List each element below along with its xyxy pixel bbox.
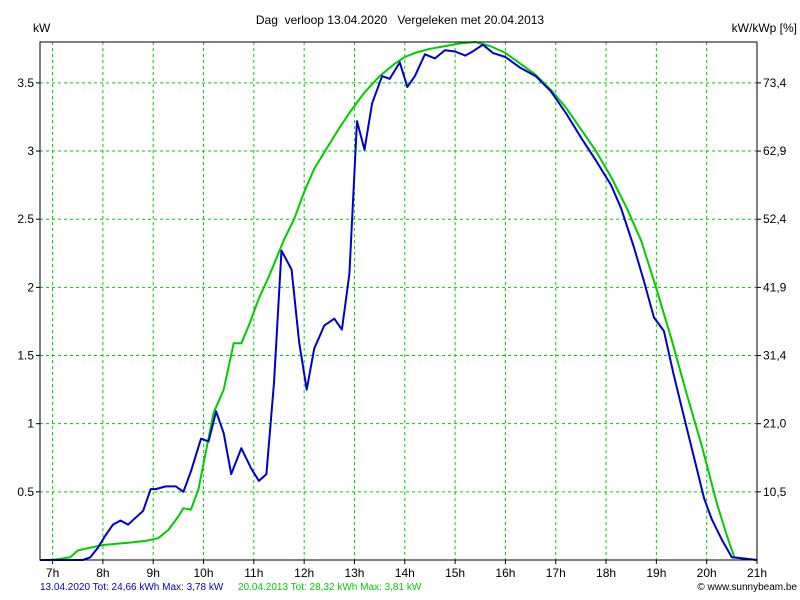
x-tick-label: 11h bbox=[244, 566, 263, 580]
y-tick-label-left: 2.5 bbox=[17, 212, 34, 226]
x-tick-label: 19h bbox=[646, 566, 666, 580]
y-tick-label-right: 21,0 bbox=[763, 417, 787, 431]
x-tick-label: 17h bbox=[546, 566, 566, 580]
y-tick-label-left: 0.5 bbox=[17, 485, 34, 499]
plot-frame bbox=[39, 41, 758, 561]
x-tick-label: 21h bbox=[747, 566, 767, 580]
y-tick-label-left: 3 bbox=[27, 144, 34, 158]
y-tick-label-left: 1.5 bbox=[17, 349, 34, 363]
y-tick-label-left: 2 bbox=[27, 280, 34, 294]
y-tick-label-right: 73,4 bbox=[763, 76, 787, 90]
y-tick-label-right: 10,5 bbox=[763, 485, 787, 499]
y-axis-right-label: kW/kWp [%] bbox=[732, 21, 797, 35]
y-axis-left-label: kW bbox=[33, 21, 51, 35]
x-tick-label: 14h bbox=[395, 566, 415, 580]
x-tick-label: 16h bbox=[495, 566, 515, 580]
plot-area bbox=[40, 42, 757, 560]
series-lines bbox=[40, 41, 758, 561]
x-tick-label: 8h bbox=[96, 566, 109, 580]
y-axis-left-ticks: 0.5 1 1.5 2 2.5 3 3.5 bbox=[17, 76, 40, 499]
x-tick-label: 18h bbox=[596, 566, 616, 580]
y-tick-label-right: 62,9 bbox=[763, 144, 787, 158]
grid bbox=[40, 42, 757, 560]
x-tick-label: 10h bbox=[194, 566, 214, 580]
y-axis-right-ticks: 10,5 21,0 31,4 41,9 52,4 62,9 73,4 bbox=[757, 76, 787, 499]
series-line-2 bbox=[40, 41, 758, 561]
x-tick-label: 9h bbox=[147, 566, 160, 580]
chart-title: Dag verloop 13.04.2020 Vergeleken met 20… bbox=[256, 13, 545, 27]
x-tick-label: 20h bbox=[697, 566, 717, 580]
x-tick-label: 12h bbox=[294, 566, 314, 580]
y-tick-label-left: 3.5 bbox=[17, 76, 34, 90]
copyright-text: © www.sunnybeam.be bbox=[697, 582, 797, 593]
y-tick-label-right: 52,4 bbox=[763, 212, 787, 226]
x-tick-label: 13h bbox=[344, 566, 364, 580]
y-tick-label-left: 1 bbox=[27, 417, 34, 431]
series-line-1 bbox=[40, 43, 758, 561]
legend-series-2: 20.04.2013 Tot: 28,32 kWh Max: 3,81 kW bbox=[238, 582, 422, 593]
y-tick-label-right: 31,4 bbox=[763, 349, 787, 363]
x-tick-label: 15h bbox=[445, 566, 465, 580]
y-tick-label-right: 41,9 bbox=[763, 280, 787, 294]
legend-series-1: 13.04.2020 Tot: 24,66 kWh Max: 3,78 kW bbox=[40, 582, 224, 593]
x-tick-label: 7h bbox=[46, 566, 59, 580]
x-axis-ticks: 7h 8h 9h 10h 11h 12h 13h 14h 15h 16h 17h 18h 19h 20h 2… bbox=[46, 560, 767, 580]
